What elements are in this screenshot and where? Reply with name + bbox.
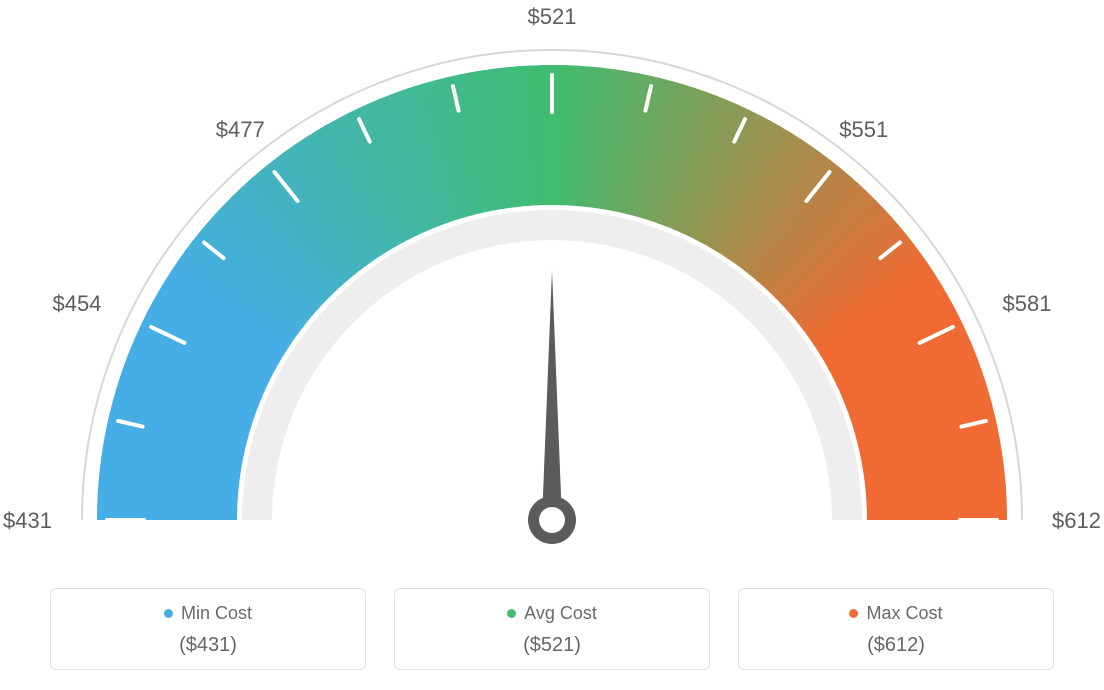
avg-cost-label: Avg Cost bbox=[524, 603, 597, 624]
max-cost-dot bbox=[849, 609, 858, 618]
max-cost-label-row: Max Cost bbox=[739, 603, 1053, 624]
min-cost-value: ($431) bbox=[51, 634, 365, 657]
svg-text:$431: $431 bbox=[3, 508, 52, 533]
gauge-chart-container: $431 $454 $477 $521 $551 $581 $612 Min Cost ($… bbox=[0, 0, 1104, 690]
avg-cost-card: Avg Cost ($521) bbox=[394, 588, 710, 670]
min-cost-label-row: Min Cost bbox=[51, 603, 365, 624]
min-cost-label: Min Cost bbox=[181, 603, 252, 624]
min-cost-dot bbox=[164, 609, 173, 618]
max-cost-card: Max Cost ($612) bbox=[738, 588, 1054, 670]
svg-text:$612: $612 bbox=[1052, 508, 1101, 533]
gauge-svg: $431 $454 $477 $521 $551 $581 $612 bbox=[0, 0, 1104, 560]
svg-text:$477: $477 bbox=[216, 117, 265, 142]
legend-cards: Min Cost ($431) Avg Cost ($521) Max Cost… bbox=[50, 588, 1054, 670]
avg-cost-dot bbox=[507, 609, 516, 618]
max-cost-value: ($612) bbox=[739, 634, 1053, 657]
svg-text:$551: $551 bbox=[839, 117, 888, 142]
min-cost-card: Min Cost ($431) bbox=[50, 588, 366, 670]
svg-text:$521: $521 bbox=[528, 4, 577, 29]
max-cost-label: Max Cost bbox=[866, 603, 942, 624]
svg-text:$581: $581 bbox=[1002, 291, 1051, 316]
svg-text:$454: $454 bbox=[53, 291, 102, 316]
avg-cost-label-row: Avg Cost bbox=[395, 603, 709, 624]
avg-cost-value: ($521) bbox=[395, 634, 709, 657]
